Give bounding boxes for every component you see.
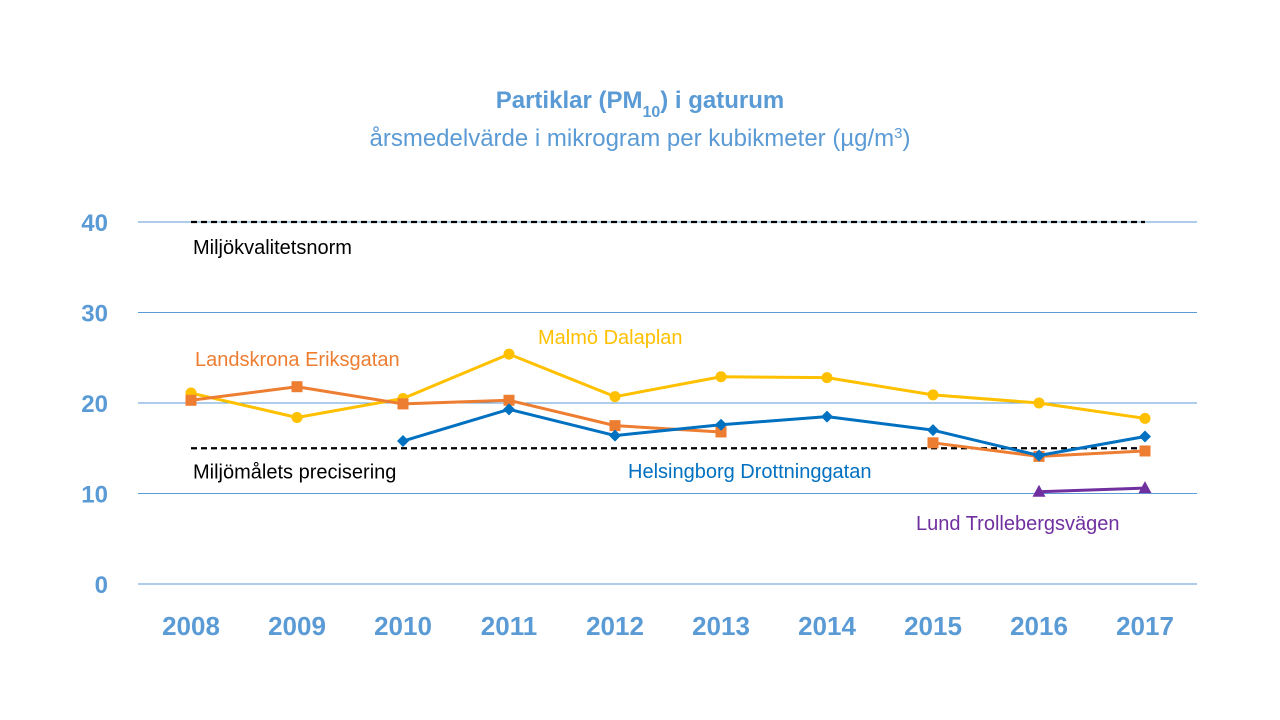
data-point xyxy=(1138,481,1152,494)
data-point xyxy=(1032,484,1046,497)
y-tick-label: 30 xyxy=(81,301,108,328)
data-point xyxy=(291,411,303,423)
data-point xyxy=(715,418,727,431)
series-label: Malmö Dalaplan xyxy=(538,327,683,349)
y-tick-label: 0 xyxy=(95,572,108,599)
chart-subtitle-main: årsmedelvärde i mikrogram per kubikmeter… xyxy=(370,125,895,152)
series-line xyxy=(190,352,1146,420)
reference-line-label: Miljökvalitetsnorm xyxy=(193,237,352,259)
x-tick-label: 2015 xyxy=(904,611,962,641)
data-point xyxy=(927,437,939,449)
series-label: Landskrona Eriksgatan xyxy=(195,349,400,371)
x-tick-label: 2016 xyxy=(1010,611,1068,641)
data-point xyxy=(1139,430,1151,443)
data-point xyxy=(715,426,727,438)
chart-title-main: Partiklar (PM xyxy=(496,87,643,114)
x-tick-label: 2017 xyxy=(1116,611,1174,641)
data-point xyxy=(397,398,409,410)
chart-subtitle-suffix: ) xyxy=(903,125,911,152)
chart-title-suffix: ) i gaturum xyxy=(660,87,784,114)
data-point xyxy=(185,394,197,406)
chart-title-subscript: 10 xyxy=(642,104,660,121)
series-label: Lund Trollebergsvägen xyxy=(916,513,1119,535)
y-axis-ticks: 0 10 20 30 40 xyxy=(81,210,108,599)
x-tick-label: 2013 xyxy=(692,611,750,641)
chart-subtitle: årsmedelvärde i mikrogram per kubikmeter… xyxy=(370,125,911,153)
data-point xyxy=(1033,397,1045,409)
x-tick-label: 2008 xyxy=(162,611,220,641)
data-point xyxy=(821,410,833,423)
series-line xyxy=(190,385,722,434)
x-axis-ticks: 2008 2009 2010 2011 2012 2013 2014 2015 2016 2017 xyxy=(162,611,1174,641)
data-point xyxy=(609,420,621,432)
series-labels: Miljökvalitetsnorm Miljömålets preciserin… xyxy=(193,237,1119,535)
x-tick-label: 2010 xyxy=(374,611,432,641)
data-point xyxy=(397,435,409,448)
data-point xyxy=(927,389,939,401)
x-tick-label: 2009 xyxy=(268,611,326,641)
y-tick-label: 10 xyxy=(81,482,108,509)
x-tick-label: 2012 xyxy=(586,611,644,641)
y-tick-label: 40 xyxy=(81,210,108,237)
chart-subtitle-superscript: 3 xyxy=(894,125,902,142)
data-point xyxy=(1033,449,1045,462)
series-line xyxy=(402,407,1146,457)
y-tick-label: 20 xyxy=(81,391,108,418)
x-tick-label: 2011 xyxy=(481,611,537,641)
data-point xyxy=(609,391,621,403)
series-layer xyxy=(185,348,1152,497)
chart-title: Partiklar (PM10) i gaturum xyxy=(496,87,785,121)
data-point xyxy=(503,403,515,416)
x-tick-label: 2014 xyxy=(798,611,856,641)
data-point xyxy=(503,394,515,406)
series-label: Helsingborg Drottninggatan xyxy=(628,461,872,483)
data-point xyxy=(1139,445,1151,457)
data-point xyxy=(1139,412,1151,424)
data-point xyxy=(821,372,833,384)
data-point xyxy=(715,371,727,383)
data-point xyxy=(291,381,303,393)
data-point xyxy=(927,424,939,437)
data-point xyxy=(503,348,515,360)
data-point xyxy=(609,429,621,442)
series-line xyxy=(1038,486,1146,494)
reference-line-label: Miljömålets precisering xyxy=(193,461,396,483)
